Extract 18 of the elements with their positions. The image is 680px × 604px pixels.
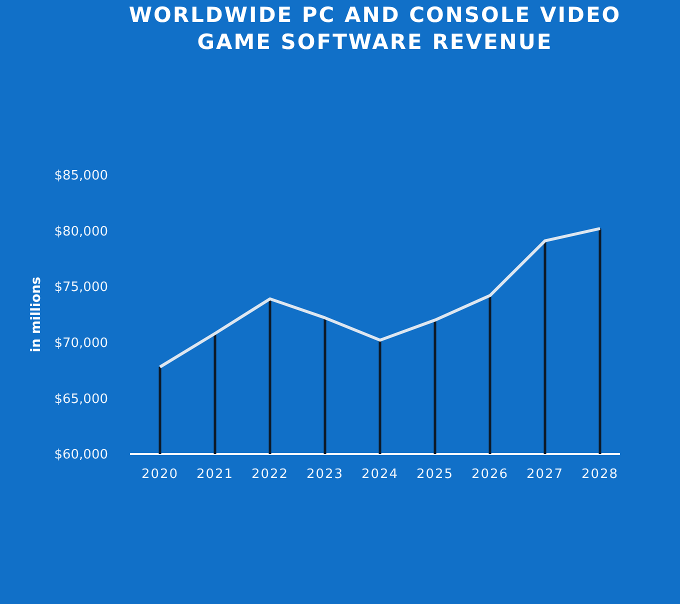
- x-tick-label: 2028: [581, 467, 619, 482]
- x-tick-label: 2020: [141, 467, 179, 482]
- y-tick-label: $80,000: [54, 224, 108, 240]
- x-tick-label: 2026: [471, 467, 509, 482]
- y-tick-label: $75,000: [54, 280, 108, 296]
- line-series: [158, 227, 602, 368]
- x-tick-label: 2025: [416, 467, 454, 482]
- y-tick-label: $85,000: [54, 168, 108, 184]
- y-tick-label: $70,000: [54, 336, 108, 351]
- y-tick-label: $60,000: [54, 448, 108, 463]
- x-tick-label: 2024: [361, 467, 399, 482]
- x-tick-label: 2027: [526, 467, 564, 482]
- y-axis-title: in millions: [29, 276, 44, 352]
- x-tick-label: 2022: [251, 467, 289, 482]
- chart-title: WORLDWIDE PC AND CONSOLE VIDEO GAME SOFTWARE REVENUE: [128, 3, 622, 54]
- x-tick-label: 2021: [196, 467, 234, 482]
- y-tick-label: $65,000: [54, 392, 108, 407]
- x-tick-label: 2023: [306, 467, 344, 482]
